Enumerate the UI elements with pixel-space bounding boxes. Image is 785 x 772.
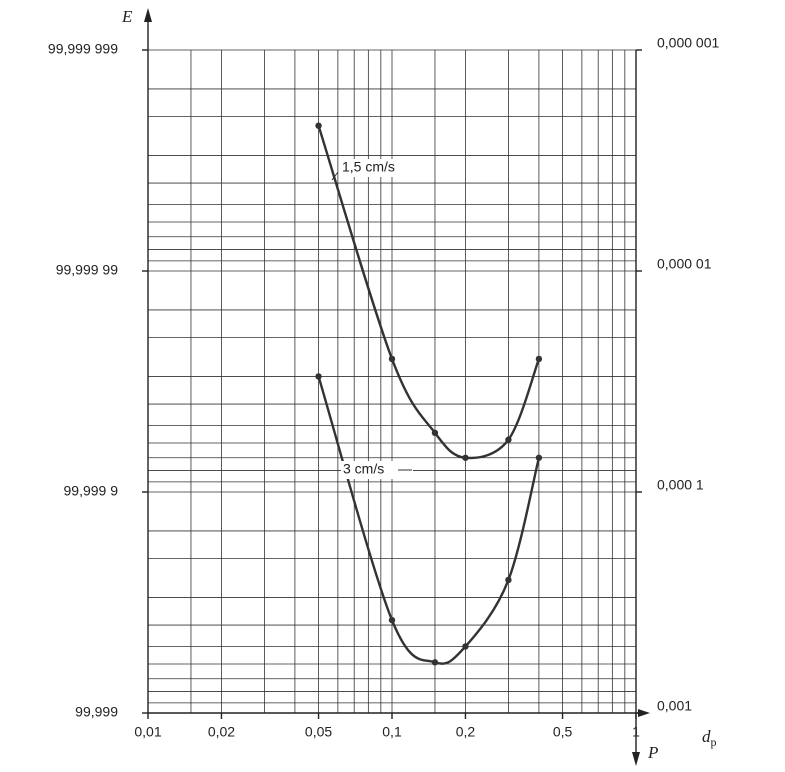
x-tick-label: 0,2 xyxy=(456,724,476,740)
series-label-bg xyxy=(341,461,413,479)
data-point xyxy=(315,122,322,129)
data-point xyxy=(462,643,469,650)
x-tick-label: 0,01 xyxy=(134,724,161,740)
x-tick-label: 0,5 xyxy=(553,724,573,740)
y-tick-label: 0,000 01 xyxy=(657,256,712,272)
x-axis-label: dp xyxy=(702,727,717,749)
x-tick-label: 0,02 xyxy=(208,724,235,740)
series-label: 1,5 cm/s xyxy=(342,159,395,175)
x-label-sub: p xyxy=(711,735,717,749)
data-point xyxy=(431,429,439,437)
y2-axis-arrow xyxy=(632,752,640,766)
y-tick-label: 0,000 001 xyxy=(657,35,719,51)
data-point xyxy=(388,616,396,624)
data-point xyxy=(535,355,543,363)
x-axis-arrow xyxy=(638,709,650,717)
y2-tick-label: 99,999 xyxy=(75,704,118,720)
y-tick-label: 0,000 1 xyxy=(657,477,704,493)
series-label-leader xyxy=(331,171,339,181)
series-label-bg xyxy=(340,159,412,177)
y2-tick-label: 99,999 99 xyxy=(56,262,118,278)
data-point xyxy=(431,659,439,666)
y-axis-arrow xyxy=(144,8,152,22)
x-tick-label: 0,05 xyxy=(305,724,332,740)
data-point xyxy=(505,576,512,584)
x-tick-label: 1 xyxy=(632,724,640,740)
data-point xyxy=(462,454,469,461)
y2-tick-label: 99,999 9 xyxy=(64,483,119,499)
series-label: 3 cm/s xyxy=(343,461,384,477)
data-point xyxy=(388,355,396,363)
x-tick-label: 0,1 xyxy=(382,724,402,740)
y2-tick-label: 99,999 999 xyxy=(48,41,118,57)
data-point xyxy=(505,436,512,443)
data-point xyxy=(315,373,322,380)
y-axis-label: E xyxy=(121,7,133,26)
x-label-main: d xyxy=(702,727,711,746)
y2-axis-label: P xyxy=(647,743,658,762)
data-point xyxy=(535,454,543,461)
y-tick-label: 0,001 xyxy=(657,698,692,714)
series-curve xyxy=(317,376,541,665)
